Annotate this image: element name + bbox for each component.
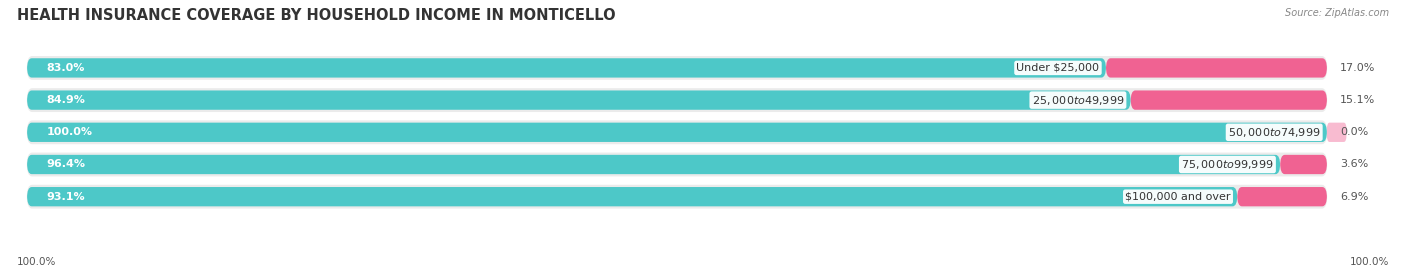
Text: $100,000 and over: $100,000 and over [1125,192,1230,202]
FancyBboxPatch shape [1107,58,1327,77]
FancyBboxPatch shape [27,187,1237,206]
Text: Under $25,000: Under $25,000 [1017,63,1099,73]
Text: 84.9%: 84.9% [46,95,86,105]
FancyBboxPatch shape [27,90,1130,110]
FancyBboxPatch shape [27,123,1327,142]
Text: HEALTH INSURANCE COVERAGE BY HOUSEHOLD INCOME IN MONTICELLO: HEALTH INSURANCE COVERAGE BY HOUSEHOLD I… [17,8,616,23]
Text: 100.0%: 100.0% [1350,257,1389,267]
FancyBboxPatch shape [27,58,1107,77]
FancyBboxPatch shape [27,155,1279,174]
Text: $50,000 to $74,999: $50,000 to $74,999 [1227,126,1320,139]
FancyBboxPatch shape [1237,187,1327,206]
Text: 17.0%: 17.0% [1340,63,1375,73]
Text: 83.0%: 83.0% [46,63,84,73]
Text: 3.6%: 3.6% [1340,160,1368,170]
FancyBboxPatch shape [1327,123,1347,142]
FancyBboxPatch shape [27,120,1327,144]
FancyBboxPatch shape [27,153,1327,176]
Text: $25,000 to $49,999: $25,000 to $49,999 [1032,94,1125,107]
FancyBboxPatch shape [27,56,1327,80]
Text: 6.9%: 6.9% [1340,192,1368,202]
Text: 96.4%: 96.4% [46,160,86,170]
Text: 100.0%: 100.0% [17,257,56,267]
Text: 0.0%: 0.0% [1340,127,1368,137]
Text: 93.1%: 93.1% [46,192,86,202]
FancyBboxPatch shape [1279,155,1327,174]
FancyBboxPatch shape [27,185,1327,209]
Text: Source: ZipAtlas.com: Source: ZipAtlas.com [1285,8,1389,18]
Text: $75,000 to $99,999: $75,000 to $99,999 [1181,158,1274,171]
FancyBboxPatch shape [27,88,1327,112]
FancyBboxPatch shape [1130,90,1327,110]
Text: 15.1%: 15.1% [1340,95,1375,105]
Text: 100.0%: 100.0% [46,127,93,137]
